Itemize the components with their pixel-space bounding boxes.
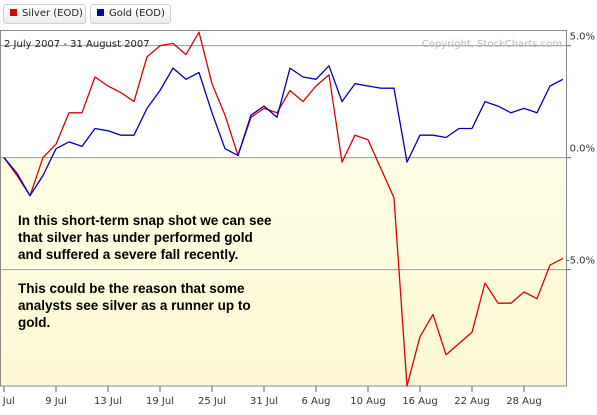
silver-line — [3, 31, 564, 387]
x-tick-label: 28 Aug — [506, 396, 541, 407]
legend-item-silver[interactable]: Silver (EOD) — [3, 4, 86, 24]
y-tick-label: 0.0% — [570, 144, 595, 155]
legend-label-gold: Gold (EOD) — [109, 8, 165, 19]
silver-swatch-icon — [10, 9, 17, 16]
annotation-line-3: and suffered a severe fall recently. — [18, 247, 238, 262]
gold-line — [3, 65, 564, 197]
y-tick-label: -5.0% — [566, 256, 595, 267]
x-tick-label: 13 Jul — [94, 396, 122, 407]
x-tick-label: 10 Aug — [350, 396, 385, 407]
annotation-line-2: that silver has under performed gold — [18, 230, 253, 245]
plot-border — [0, 30, 567, 387]
legend-label-silver: Silver (EOD) — [22, 8, 83, 19]
x-tick-label: 22 Aug — [454, 396, 489, 407]
x-tick-label: 6 Aug — [301, 396, 330, 407]
annotation-line-6: analysts see silver as a runner up to — [18, 298, 251, 313]
copyright-text: Copyright, StockCharts.com — [422, 39, 562, 50]
annotation-line-1: In this short-term snap shot we can see — [18, 213, 272, 228]
date-range-label: 2 July 2007 - 31 August 2007 — [4, 39, 150, 50]
negative-region — [0, 157, 567, 386]
x-tick-label: 25 Jul — [198, 396, 226, 407]
annotation-line-7: gold. — [18, 315, 50, 330]
x-tick-label: 19 Jul — [146, 396, 174, 407]
x-tick-label: 31 Jul — [250, 396, 278, 407]
price-performance-chart: 2 Jul 9 Jul 13 Jul 19 Jul 25 Jul 31 Jul 6 Aug 1… — [0, 30, 595, 407]
legend-item-gold[interactable]: Gold (EOD) — [90, 4, 171, 24]
x-tick-label: 9 Jul — [45, 396, 67, 407]
gold-swatch-icon — [97, 9, 104, 16]
x-tick-label: 16 Aug — [402, 396, 437, 407]
legend: Silver (EOD) Gold (EOD) — [0, 0, 597, 30]
annotation-line-5: This could be the reason that some — [18, 281, 245, 296]
x-tick-label: 2 Jul — [0, 396, 15, 407]
y-tick-label: 5.0% — [570, 32, 595, 43]
